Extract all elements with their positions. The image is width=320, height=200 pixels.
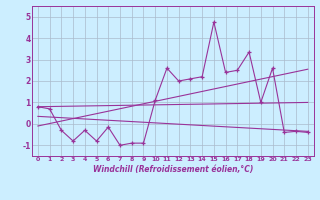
X-axis label: Windchill (Refroidissement éolien,°C): Windchill (Refroidissement éolien,°C) <box>92 165 253 174</box>
